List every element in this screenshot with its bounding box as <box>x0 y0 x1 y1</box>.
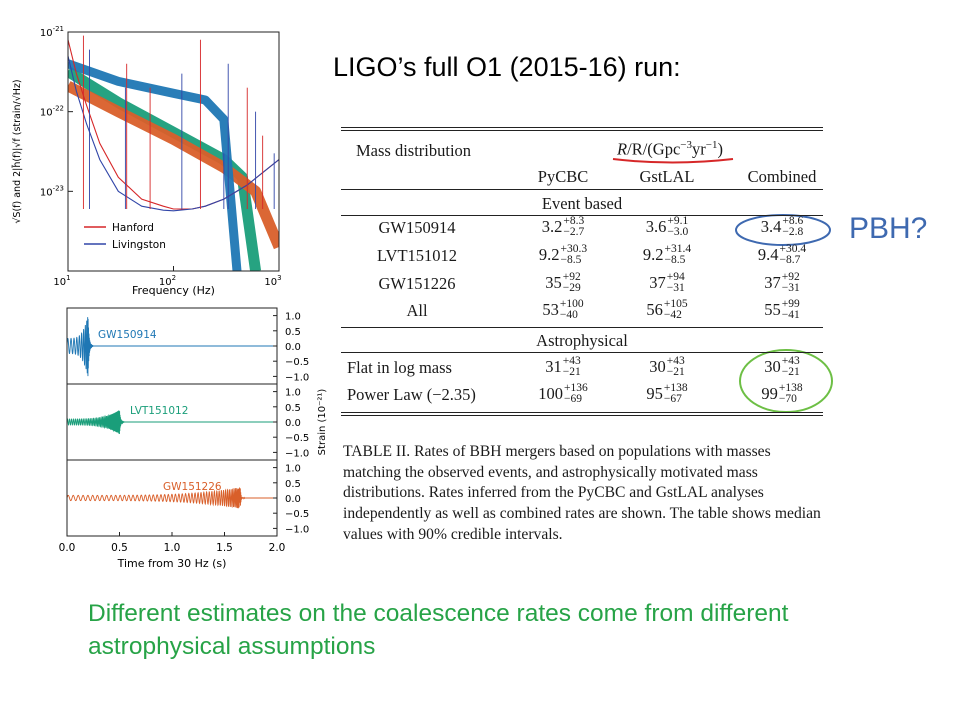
table-cell-value: 9.4 +30.4 −8.7 <box>757 243 807 266</box>
band-lvt151012 <box>68 66 262 271</box>
y-tick-label: 0.5 <box>285 479 301 490</box>
x-tick-label: 1.5 <box>216 542 233 554</box>
table-cell-value: 56 +105 −42 <box>646 298 688 321</box>
section-astrophysical: Astrophysical <box>536 331 628 350</box>
rate-underline <box>612 158 734 164</box>
y-tick-label: −1.0 <box>285 372 309 383</box>
bottom-note: Different estimates on the coalescence r… <box>88 598 948 663</box>
table-top-rule <box>341 127 823 128</box>
table-row-label: Power Law (−2.35) <box>347 385 476 404</box>
table-cell-value: 95 +138 −67 <box>646 382 688 405</box>
y-tick-label: −0.5 <box>285 433 309 444</box>
y-tick-label: −0.5 <box>285 357 309 368</box>
table-mid-rule <box>341 327 823 328</box>
table-cell-value: 31 +43 −21 <box>545 355 581 378</box>
table-cell-value: 37 +92 −31 <box>764 271 800 294</box>
waveform-trace <box>66 410 277 435</box>
waveform-panel-lvt151012: LVT151012 1.0 0.5 0.0 −0.5 −1.0 <box>66 383 309 461</box>
y-tick-label: 0.5 <box>285 403 301 414</box>
x-tick-label: 0.5 <box>111 542 128 554</box>
y-tick-label: 0.0 <box>285 494 301 505</box>
y-tick-label: 10-23 <box>40 184 64 198</box>
legend-label-hanford: Hanford <box>112 222 154 234</box>
col-header-combined: Combined <box>747 167 817 186</box>
x-tick-label: 1.0 <box>164 542 181 554</box>
waveform-x-label: Time from 30 Hz (s) <box>117 557 227 570</box>
waveform-label: GW150914 <box>98 329 157 341</box>
table-row-label: Flat in log mass <box>347 358 452 377</box>
table-caption: TABLE II. Rates of BBH mergers based on … <box>343 443 821 543</box>
asd-y-label: √S(f) and 2|h̃(f)|√f (strain/√Hz) <box>11 79 23 223</box>
table-cell-value: 9.2 +30.3 −8.5 <box>538 243 588 266</box>
table-cell-value: 30 +43 −21 <box>764 355 800 378</box>
table-bottom-rule <box>341 412 823 413</box>
table-event-rule <box>341 215 823 216</box>
table-cell-value: 99 +138 −70 <box>761 382 803 405</box>
x-tick-label: 2.0 <box>269 542 286 554</box>
rate-label-exp1: −3 <box>680 139 692 151</box>
table-top-rule-2 <box>341 130 823 131</box>
y-tick-label: −1.0 <box>285 448 309 459</box>
col-header-gstlal: GstLAL <box>639 167 695 186</box>
table-cell-value: 3.2 +8.3 −2.7 <box>541 215 585 238</box>
waveform-label: GW151226 <box>163 481 222 493</box>
band-gw150914 <box>68 59 242 271</box>
table-row-label: GW150914 <box>378 218 456 237</box>
table-cell-value: 3.6 +9.1 −3.0 <box>645 215 689 238</box>
table-header-rule <box>341 189 823 190</box>
legend-label-livingston: Livingston <box>112 239 166 251</box>
y-tick-label: −0.5 <box>285 509 309 520</box>
waveform-trace <box>66 317 277 377</box>
waveform-y-label: Strain (10⁻²¹) <box>317 389 328 456</box>
y-tick-label: 0.5 <box>285 327 301 338</box>
col-header-pycbc: PyCBC <box>537 167 589 186</box>
table-astro-rule <box>341 352 823 353</box>
table-cell-value: 37 +94 −31 <box>649 271 685 294</box>
y-tick-label: 0.0 <box>285 342 301 353</box>
x-tick-label: 101 <box>53 274 70 288</box>
waveform-label: LVT151012 <box>130 405 188 417</box>
table-header-label: Mass distribution <box>356 141 472 160</box>
band-gw151226 <box>68 81 279 250</box>
rate-unit-label: R/R/(Gpc−3yr−1) <box>617 139 723 159</box>
y-tick-label: 1.0 <box>285 464 301 475</box>
waveform-panel-gw150914: GW150914 1.0 0.5 0.0 −0.5 −1.0 <box>66 307 309 385</box>
pbh-annotation: PBH? <box>849 212 928 245</box>
asd-plot-area <box>68 35 279 271</box>
rate-label-prefix: R/(Gpc <box>631 139 681 159</box>
waveform-panel-gw151226: GW151226 1.0 0.5 0.0 −0.5 −1.0 <box>66 459 309 537</box>
x-tick-label: 103 <box>264 274 281 288</box>
table-bottom-rule-2 <box>341 415 823 416</box>
waveform-plot: GW150914 1.0 0.5 0.0 −0.5 −1.0 LVT151012 1.0 0.5… <box>59 307 328 570</box>
y-tick-label: 10-21 <box>40 25 64 39</box>
y-tick-label: 10-22 <box>40 105 64 119</box>
x-tick-label: 0.0 <box>59 542 76 554</box>
table-row-label: LVT151012 <box>376 246 458 265</box>
table-cell-value: 3.4 +8.6 −2.8 <box>760 215 804 238</box>
table-row-label: GW151226 <box>378 274 456 293</box>
table-cell-value: 30 +43 −21 <box>649 355 685 378</box>
x-tick-label: 102 <box>159 274 176 288</box>
bottom-note-line-2: astrophysical assumptions <box>88 632 376 660</box>
rate-label-mid: yr <box>691 139 706 159</box>
table-cell-value: 35 +92 −29 <box>545 271 581 294</box>
table-cell-value: 9.2 +31.4 −8.5 <box>642 243 692 266</box>
y-tick-label: 1.0 <box>285 388 301 399</box>
rate-label-exp2: −1 <box>705 139 718 151</box>
asd-plot: 10-21 10-22 10-23 101 102 103 Frequency (Hz) √S… <box>11 25 281 297</box>
slide-title: LIGO’s full O1 (2015-16) run: <box>333 52 681 82</box>
asd-x-label: Frequency (Hz) <box>132 284 215 297</box>
bottom-note-line-1: Different estimates on the coalescence r… <box>88 600 789 627</box>
y-tick-label: 1.0 <box>285 312 301 323</box>
table-row-label: All <box>406 301 428 320</box>
waveform-trace <box>66 487 277 509</box>
y-tick-label: 0.0 <box>285 418 301 429</box>
y-tick-label: −1.0 <box>285 524 309 535</box>
table-cell-value: 53 +100 −40 <box>542 298 584 321</box>
rate-label-suffix: ) <box>717 139 723 159</box>
section-event-based: Event based <box>541 194 623 213</box>
table-cell-value: 100 +136 −69 <box>538 382 588 405</box>
table-cell-value: 55 +99 −41 <box>764 298 800 321</box>
